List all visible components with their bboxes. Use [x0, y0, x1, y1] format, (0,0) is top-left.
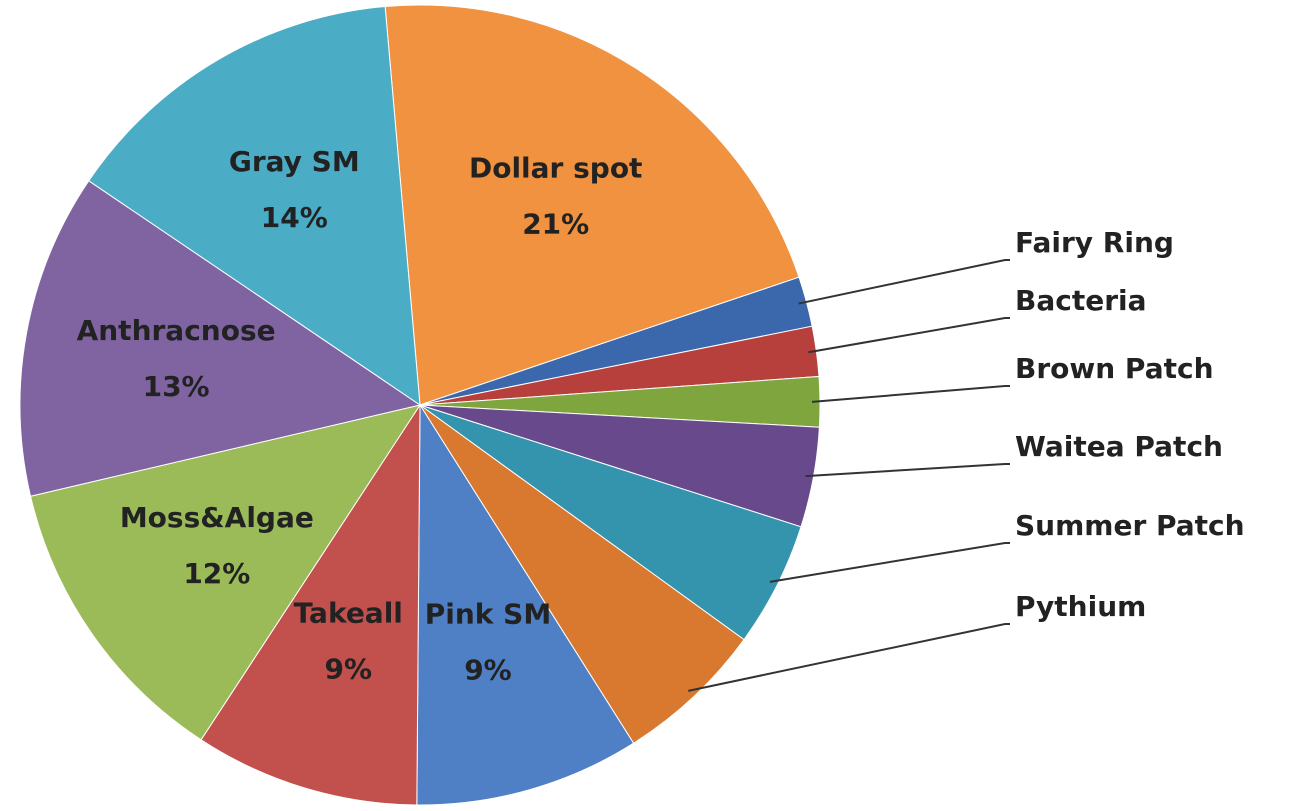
leader-line — [798, 259, 1010, 305]
pie-slice — [88, 5, 421, 407]
slice-value-label: 14% — [261, 201, 328, 234]
pie-slice — [419, 404, 745, 744]
slice-label: Bacteria — [1015, 284, 1147, 317]
leader-line — [769, 542, 1010, 583]
slice-label: Waitea Patch — [1015, 430, 1223, 463]
slice-value-label: 21% — [522, 207, 589, 240]
slice-value-label: 13% — [143, 370, 210, 403]
slice-label: Anthracnose — [77, 314, 276, 347]
leader-line — [808, 317, 1010, 354]
slice-value-label: 9% — [464, 654, 512, 687]
leader-line — [805, 463, 1010, 478]
leader-line — [688, 623, 1010, 692]
slice-label: Fairy Ring — [1015, 226, 1174, 259]
leader-line — [811, 385, 1010, 403]
slice-label: Pink SM — [425, 598, 551, 631]
pie-slice — [19, 180, 422, 497]
pie-slice — [200, 403, 421, 806]
slice-label: Pythium — [1015, 590, 1146, 623]
slice-value-label: 9% — [324, 652, 372, 685]
slice-value-label: 12% — [183, 557, 250, 590]
slice-label: Summer Patch — [1015, 509, 1245, 542]
pie-slice — [384, 4, 800, 406]
slice-label: Moss&Algae — [120, 501, 314, 534]
slice-label: Brown Patch — [1015, 352, 1214, 385]
slice-label: Gray SM — [229, 145, 360, 178]
slice-label: Dollar spot — [469, 151, 642, 184]
slice-label: Takeall — [294, 596, 403, 629]
pie-slice — [29, 404, 422, 741]
pie-slice — [416, 403, 635, 806]
